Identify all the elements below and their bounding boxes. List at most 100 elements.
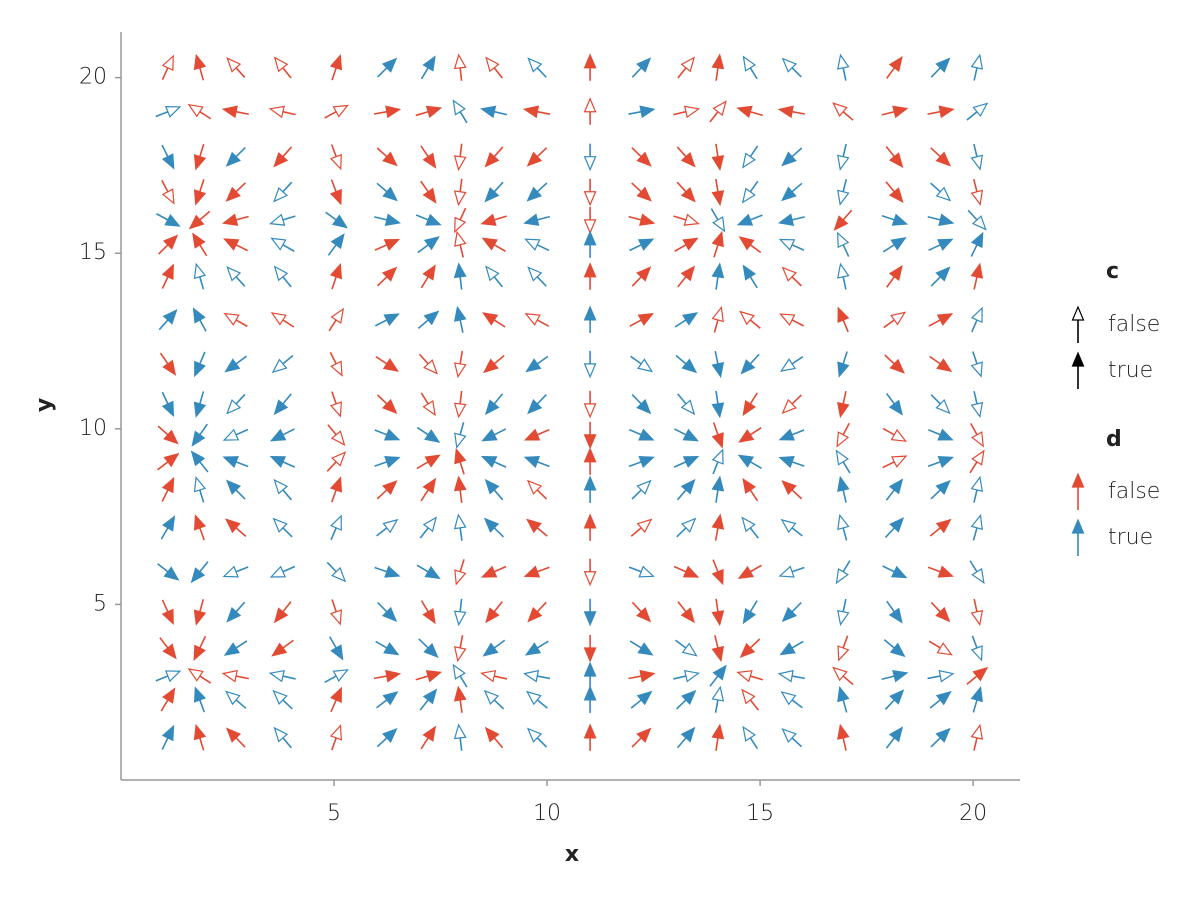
arrow-head [527, 57, 543, 73]
arrow-head [890, 455, 908, 468]
arrow-head [225, 479, 242, 495]
arrow-head [971, 215, 987, 231]
arrow [741, 516, 759, 539]
arrow-head [163, 452, 180, 468]
arrow-shaft [199, 675, 212, 684]
arrow-shaft [282, 601, 292, 613]
arrow-shaft [493, 461, 507, 468]
arrow [837, 178, 850, 206]
arrow [711, 598, 725, 627]
arrow [631, 601, 652, 623]
arrow-shaft [930, 147, 941, 158]
arrow-head [192, 232, 206, 249]
arrow [677, 601, 695, 624]
arrow [226, 57, 246, 78]
arrow [221, 105, 249, 119]
arrow [881, 105, 909, 119]
arrow-head [680, 56, 696, 73]
arrow-shaft [536, 244, 550, 252]
arrow [781, 266, 802, 287]
arrow [885, 478, 904, 501]
arrow [158, 234, 179, 255]
arrow-shaft [791, 319, 804, 327]
arrow [970, 513, 983, 541]
arrow-shaft [493, 244, 506, 252]
arrow-shaft [749, 699, 760, 711]
arrow [327, 424, 346, 447]
arrow-head [837, 189, 850, 206]
arrow-shaft [159, 352, 169, 365]
arrow-head [683, 669, 701, 683]
arrow [418, 638, 439, 659]
arrow-head [636, 518, 653, 534]
arrow-shaft [628, 675, 642, 680]
arrow-head [739, 310, 755, 326]
arrow-head [226, 607, 242, 623]
arrow-head [484, 187, 500, 203]
arrow-shaft [791, 429, 805, 436]
arrow [738, 426, 762, 443]
arrow-head [740, 359, 756, 375]
arrow [193, 391, 207, 418]
arrow-head [583, 53, 597, 69]
arrow-head [837, 361, 850, 378]
arrow [736, 670, 763, 683]
arrow [221, 669, 249, 683]
arrow-head [971, 431, 984, 448]
arrow-shaft [282, 146, 293, 158]
arrow-shaft [331, 67, 337, 81]
arrow-shaft [750, 110, 763, 117]
arrow-head [638, 428, 655, 441]
arrow-head [526, 518, 542, 534]
arrow-shaft [712, 559, 719, 573]
arrow-shaft [459, 675, 468, 688]
arrow-head [833, 215, 849, 231]
arrow-shaft [324, 111, 337, 119]
arrow-head [837, 306, 850, 323]
arrow-head [194, 360, 206, 378]
arrow-shaft [881, 675, 895, 681]
arrow [161, 599, 174, 626]
arrow-head [889, 517, 905, 533]
arrow-shaft [749, 244, 762, 254]
arrow-head [193, 401, 207, 418]
arrow-shaft [199, 144, 205, 157]
arrow [967, 209, 987, 231]
arrow-shaft [709, 111, 719, 123]
arrow-head [423, 359, 438, 375]
arrow [527, 394, 547, 415]
arrow-shaft [791, 276, 802, 287]
arrow [778, 238, 805, 251]
arrow [882, 565, 908, 579]
arrow [778, 565, 805, 578]
arrow-shaft [791, 394, 802, 405]
arrow-head [485, 56, 500, 73]
arrow-head [223, 642, 241, 656]
arrow [329, 262, 343, 290]
arrow-head [837, 231, 850, 249]
arrow-shaft [282, 699, 293, 710]
arrow [526, 182, 548, 202]
arrow-head [162, 359, 177, 376]
arrow-shaft [536, 737, 548, 748]
legend-key [1071, 518, 1085, 556]
arrow [969, 449, 985, 474]
arrow [970, 598, 984, 626]
arrow-shaft [927, 461, 941, 468]
arrow-shaft [791, 356, 804, 365]
arrow-head [382, 691, 399, 706]
arrow-head [384, 455, 401, 469]
arrow [480, 455, 507, 468]
arrow-shaft [677, 601, 687, 613]
arrow-shaft [749, 67, 758, 80]
arrow-shaft [416, 426, 429, 436]
arrow [273, 181, 293, 203]
arrow [837, 391, 850, 419]
arrow-head [837, 513, 850, 531]
arrow [161, 391, 175, 418]
arrow-head [330, 430, 346, 447]
arrow-head [638, 565, 655, 578]
arrow-shaft [374, 216, 388, 221]
arrow [193, 179, 207, 206]
arrow [190, 561, 209, 584]
